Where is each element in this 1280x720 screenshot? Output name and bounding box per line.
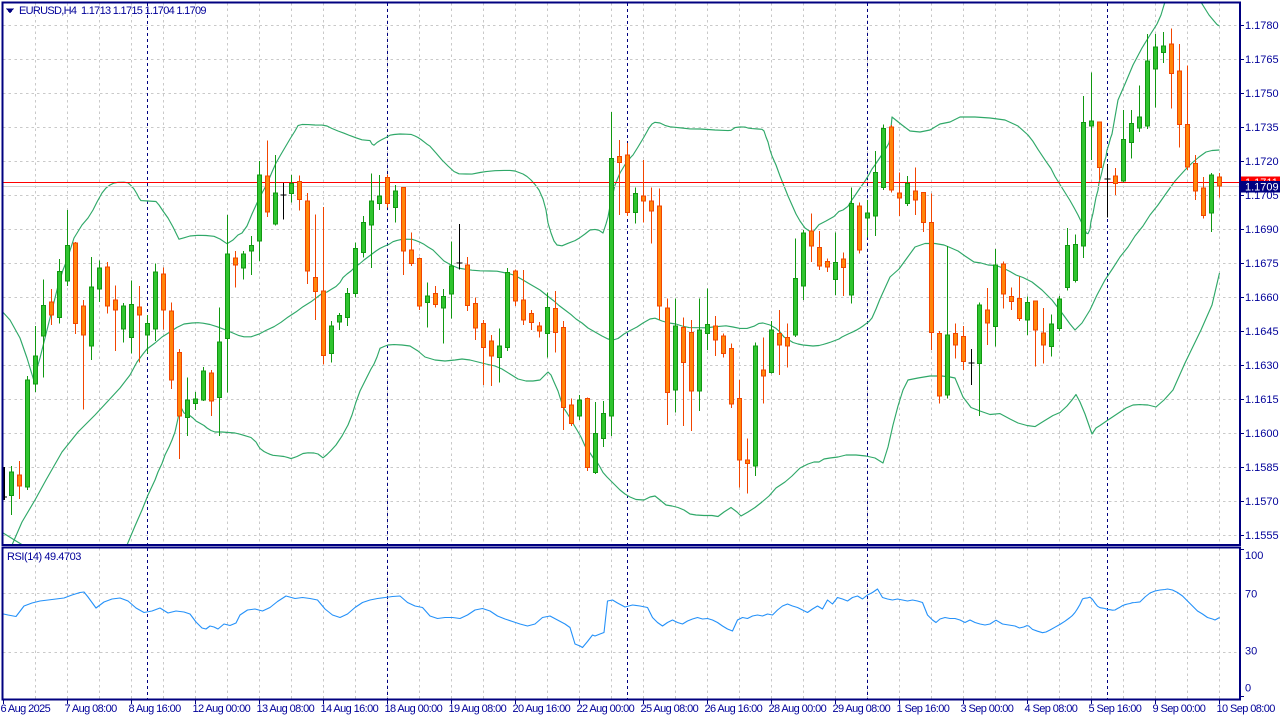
svg-text:5 Sep 16:00: 5 Sep 16:00 [1089,703,1142,715]
svg-text:12 Aug 00:00: 12 Aug 00:00 [193,703,251,715]
svg-text:1.1660: 1.1660 [1245,292,1279,304]
svg-text:20 Aug 16:00: 20 Aug 16:00 [513,703,571,715]
svg-text:70: 70 [1245,589,1257,601]
svg-text:1.1570: 1.1570 [1245,496,1279,508]
svg-text:7 Aug 08:00: 7 Aug 08:00 [65,703,118,715]
svg-text:18 Aug 00:00: 18 Aug 00:00 [385,703,443,715]
svg-text:8 Aug 16:00: 8 Aug 16:00 [129,703,182,715]
svg-text:29 Aug 08:00: 29 Aug 08:00 [833,703,891,715]
svg-text:1.1765: 1.1765 [1245,54,1279,66]
svg-text:1.1690: 1.1690 [1245,224,1279,236]
svg-text:100: 100 [1245,550,1263,562]
svg-text:19 Aug 08:00: 19 Aug 08:00 [449,703,507,715]
svg-text:RSI(14) 49.4703: RSI(14) 49.4703 [7,551,81,563]
svg-text:28 Aug 00:00: 28 Aug 00:00 [769,703,827,715]
svg-text:6 Aug 2025: 6 Aug 2025 [1,703,51,715]
svg-text:26 Aug 16:00: 26 Aug 16:00 [705,703,763,715]
svg-text:3 Sep 00:00: 3 Sep 00:00 [961,703,1014,715]
svg-text:13 Aug 08:00: 13 Aug 08:00 [257,703,315,715]
svg-text:1.1585: 1.1585 [1245,462,1279,474]
svg-text:EURUSD,H4 1.1713 1.1715 1.170: EURUSD,H4 1.1713 1.1715 1.1704 1.1709 [19,5,206,17]
svg-text:1.1555: 1.1555 [1245,530,1279,542]
svg-text:14 Aug 16:00: 14 Aug 16:00 [321,703,379,715]
svg-text:1.1645: 1.1645 [1245,326,1279,338]
svg-text:1.1615: 1.1615 [1245,394,1279,406]
svg-text:1.1600: 1.1600 [1245,428,1279,440]
svg-text:1.1750: 1.1750 [1245,88,1279,100]
svg-text:9 Sep 00:00: 9 Sep 00:00 [1153,703,1206,715]
svg-text:30: 30 [1245,646,1257,658]
svg-text:1.1705: 1.1705 [1245,190,1279,202]
svg-text:4 Sep 08:00: 4 Sep 08:00 [1025,703,1078,715]
svg-text:1.1630: 1.1630 [1245,360,1279,372]
svg-text:22 Aug 00:00: 22 Aug 00:00 [577,703,635,715]
svg-text:0: 0 [1245,683,1251,695]
svg-text:10 Sep 08:00: 10 Sep 08:00 [1217,703,1276,715]
svg-text:1.1675: 1.1675 [1245,258,1279,270]
svg-text:1.1735: 1.1735 [1245,122,1279,134]
svg-text:1.1780: 1.1780 [1245,20,1279,32]
svg-text:25 Aug 08:00: 25 Aug 08:00 [641,703,699,715]
svg-text:1.1720: 1.1720 [1245,156,1279,168]
svg-text:1.1709: 1.1709 [1245,182,1279,194]
svg-text:1 Sep 16:00: 1 Sep 16:00 [897,703,950,715]
